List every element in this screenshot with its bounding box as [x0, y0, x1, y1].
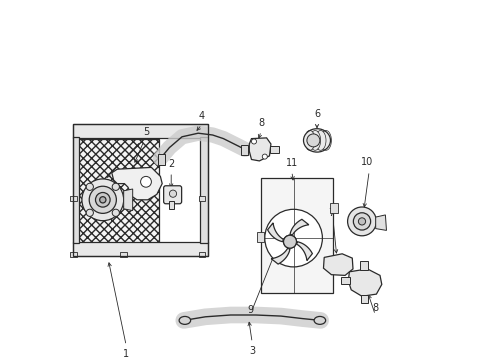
Circle shape	[86, 209, 94, 216]
Bar	[70, 252, 76, 257]
Polygon shape	[271, 248, 290, 264]
Bar	[330, 203, 338, 213]
Polygon shape	[348, 269, 382, 296]
Polygon shape	[290, 219, 309, 235]
Bar	[199, 252, 205, 257]
Circle shape	[284, 235, 296, 248]
Bar	[200, 137, 208, 243]
Text: 9: 9	[247, 305, 253, 315]
Circle shape	[353, 213, 370, 230]
Bar	[78, 139, 159, 245]
Circle shape	[82, 179, 123, 221]
Polygon shape	[112, 167, 162, 200]
Bar	[73, 137, 79, 243]
Text: 7: 7	[328, 208, 335, 218]
Text: 5: 5	[143, 127, 149, 137]
Polygon shape	[268, 223, 283, 242]
Circle shape	[112, 183, 120, 190]
Text: 3: 3	[249, 346, 255, 356]
Bar	[270, 146, 279, 153]
Bar	[73, 242, 208, 256]
Text: 2: 2	[168, 159, 174, 169]
Text: 11: 11	[286, 158, 298, 168]
Circle shape	[251, 139, 257, 144]
Bar	[261, 178, 333, 293]
Text: 8: 8	[372, 303, 378, 313]
Circle shape	[347, 207, 376, 236]
Bar	[241, 145, 248, 155]
Bar	[158, 154, 165, 165]
Polygon shape	[123, 189, 133, 211]
Circle shape	[96, 193, 110, 207]
Ellipse shape	[314, 316, 326, 324]
Polygon shape	[249, 138, 271, 161]
Circle shape	[141, 176, 151, 187]
Text: 6: 6	[314, 109, 320, 119]
Text: 10: 10	[361, 157, 373, 167]
Ellipse shape	[303, 129, 330, 152]
Circle shape	[86, 183, 94, 190]
Circle shape	[284, 235, 296, 248]
Bar	[361, 295, 368, 303]
Polygon shape	[323, 254, 353, 275]
Bar	[341, 277, 350, 284]
Circle shape	[112, 209, 120, 216]
Circle shape	[265, 209, 322, 267]
Circle shape	[89, 186, 116, 213]
Bar	[120, 252, 126, 257]
Bar	[73, 124, 208, 138]
Bar	[257, 231, 264, 242]
Circle shape	[307, 134, 320, 147]
Text: 1: 1	[123, 349, 129, 359]
Ellipse shape	[179, 316, 191, 324]
Circle shape	[170, 190, 176, 197]
Polygon shape	[376, 215, 387, 230]
Bar	[70, 197, 76, 201]
Text: 4: 4	[199, 111, 205, 121]
Circle shape	[99, 197, 106, 203]
Bar	[169, 201, 174, 209]
Bar	[73, 124, 208, 256]
Bar	[199, 197, 205, 201]
Circle shape	[262, 154, 268, 159]
Circle shape	[358, 218, 366, 225]
Polygon shape	[297, 242, 313, 261]
Bar	[360, 261, 368, 270]
FancyBboxPatch shape	[164, 186, 182, 204]
Text: 8: 8	[258, 118, 264, 128]
